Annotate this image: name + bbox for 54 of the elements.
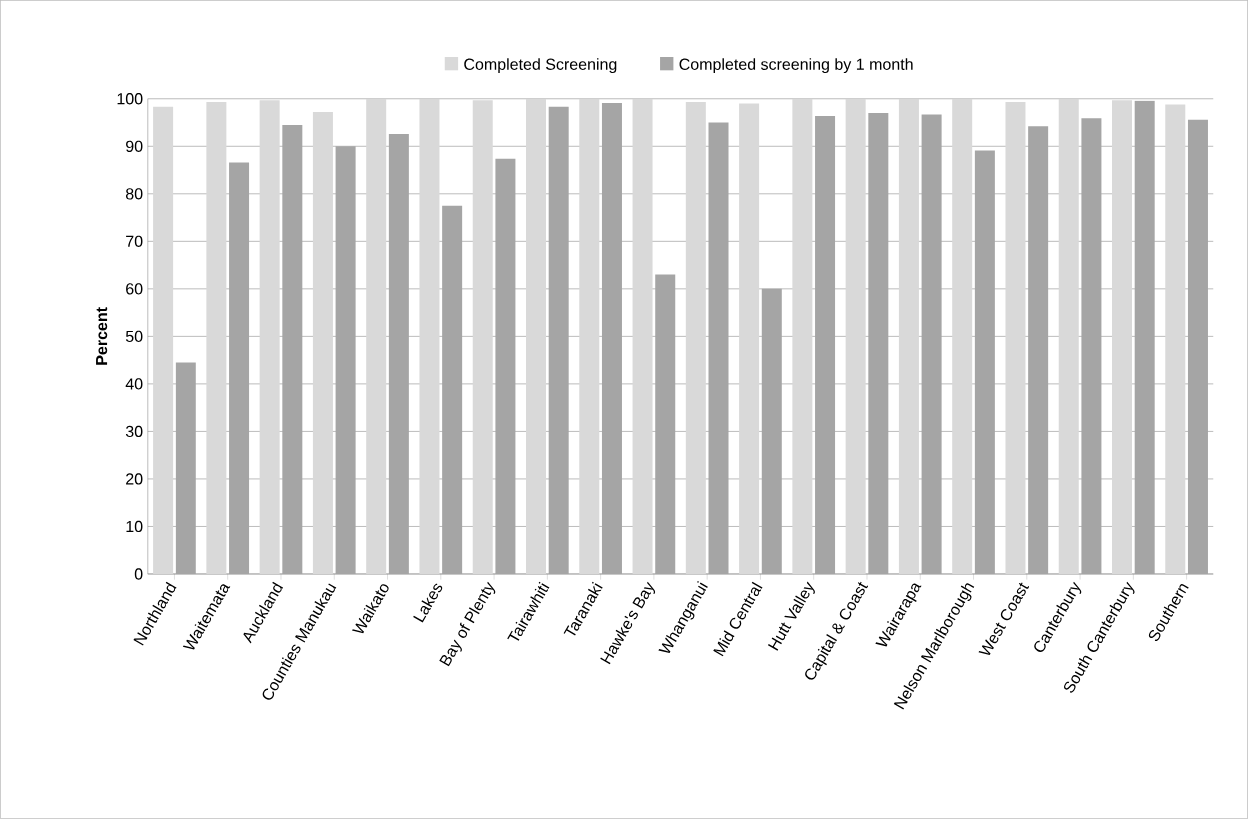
bar bbox=[974, 150, 995, 575]
bar bbox=[921, 114, 942, 575]
bar bbox=[1112, 100, 1133, 575]
bar bbox=[366, 98, 387, 575]
bar bbox=[229, 162, 250, 575]
bar bbox=[1028, 126, 1049, 575]
y-tick-label: 0 bbox=[134, 568, 143, 580]
bar bbox=[761, 288, 782, 575]
y-axis-title: Percent bbox=[96, 307, 108, 365]
bar bbox=[845, 98, 866, 575]
bar bbox=[868, 113, 889, 575]
y-tick-label: 30 bbox=[125, 425, 143, 438]
bar bbox=[898, 98, 919, 575]
bar bbox=[495, 158, 516, 575]
bar bbox=[632, 98, 653, 575]
bar bbox=[579, 98, 600, 575]
bar bbox=[1005, 102, 1026, 575]
bar bbox=[175, 362, 196, 575]
bar bbox=[708, 122, 729, 575]
y-tick-label: 70 bbox=[126, 235, 143, 248]
y-tick-label: 60 bbox=[126, 283, 143, 295]
bar bbox=[282, 125, 303, 575]
y-tick-label: 20 bbox=[126, 473, 143, 485]
legend-label: Completed screening by 1 month bbox=[679, 58, 913, 74]
bar bbox=[792, 98, 813, 575]
bar bbox=[335, 146, 356, 575]
bar bbox=[739, 103, 760, 575]
y-tick-label: 40 bbox=[125, 378, 143, 390]
bar bbox=[1134, 100, 1155, 575]
bar bbox=[472, 100, 493, 575]
legend-label: Completed Screening bbox=[464, 58, 617, 74]
bar bbox=[1081, 118, 1102, 575]
y-tick-label: 100 bbox=[117, 93, 143, 105]
bar bbox=[526, 98, 547, 575]
y-tick-label: 10 bbox=[126, 520, 143, 533]
y-tick-label: 50 bbox=[125, 330, 143, 343]
bar bbox=[815, 115, 836, 575]
bar bbox=[1058, 98, 1079, 575]
bar bbox=[601, 103, 622, 575]
bar bbox=[685, 102, 706, 575]
bar bbox=[259, 100, 280, 575]
bar bbox=[153, 106, 174, 575]
bar bbox=[442, 205, 463, 575]
bar bbox=[952, 98, 973, 575]
bar bbox=[312, 112, 333, 575]
bar bbox=[1187, 119, 1208, 575]
bar bbox=[206, 102, 227, 575]
bar bbox=[1165, 104, 1186, 575]
bar bbox=[388, 134, 409, 575]
bar bbox=[548, 106, 569, 575]
bar bbox=[419, 98, 440, 575]
y-tick-label: 80 bbox=[125, 188, 143, 200]
bar bbox=[655, 274, 676, 575]
y-tick-label: 90 bbox=[126, 140, 143, 153]
